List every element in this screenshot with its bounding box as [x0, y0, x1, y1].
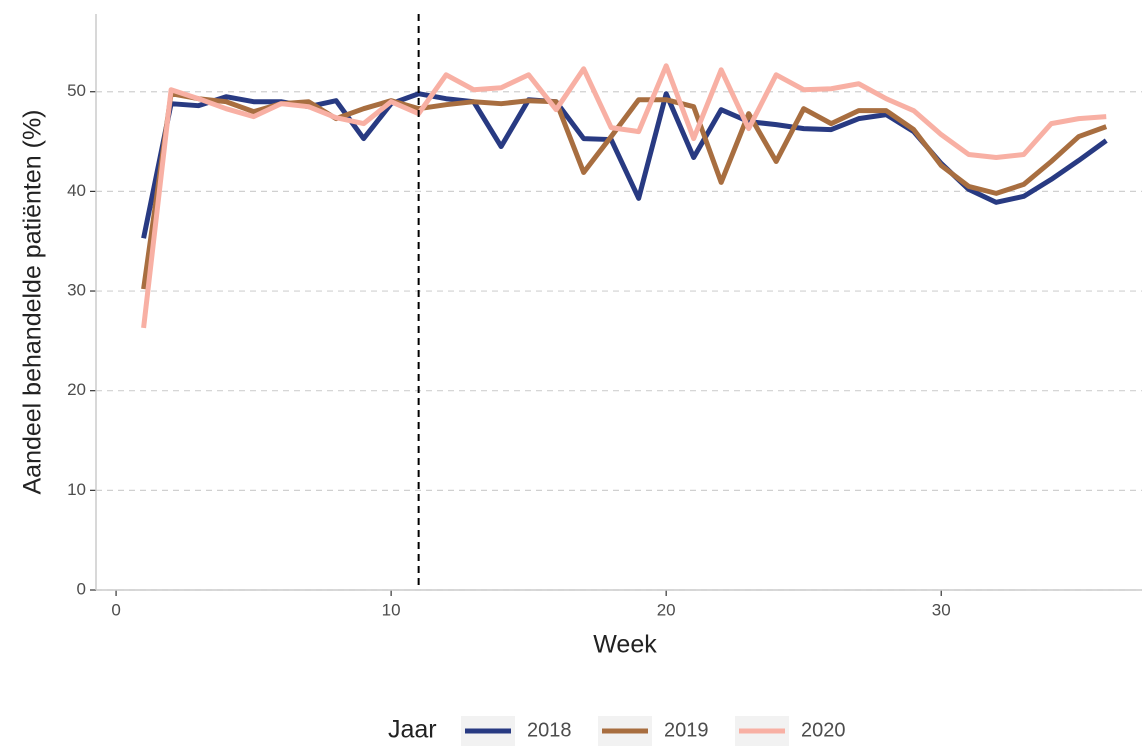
line-series	[141, 91, 1108, 290]
x-tick-label: 10	[382, 600, 401, 619]
y-tick-label: 30	[67, 281, 86, 300]
legend-label: 2020	[801, 719, 846, 741]
y-tick-label: 0	[77, 579, 86, 598]
legend-label: 2018	[527, 719, 572, 741]
y-tick-label: 40	[67, 181, 86, 200]
x-tick-label: 0	[111, 600, 120, 619]
x-axis-title: Week	[593, 631, 657, 659]
y-axis-title: Aandeel behandelde patiënten (%)	[19, 109, 47, 494]
legend-title: Jaar	[388, 716, 437, 744]
y-tick-label: 50	[67, 81, 86, 100]
y-tick-label: 20	[67, 380, 86, 399]
x-tick-label: 30	[932, 600, 951, 619]
x-tick-label: 20	[657, 600, 676, 619]
legend-label: 2019	[664, 719, 709, 741]
line-series	[141, 63, 1107, 329]
y-tick-label: 10	[67, 480, 86, 499]
